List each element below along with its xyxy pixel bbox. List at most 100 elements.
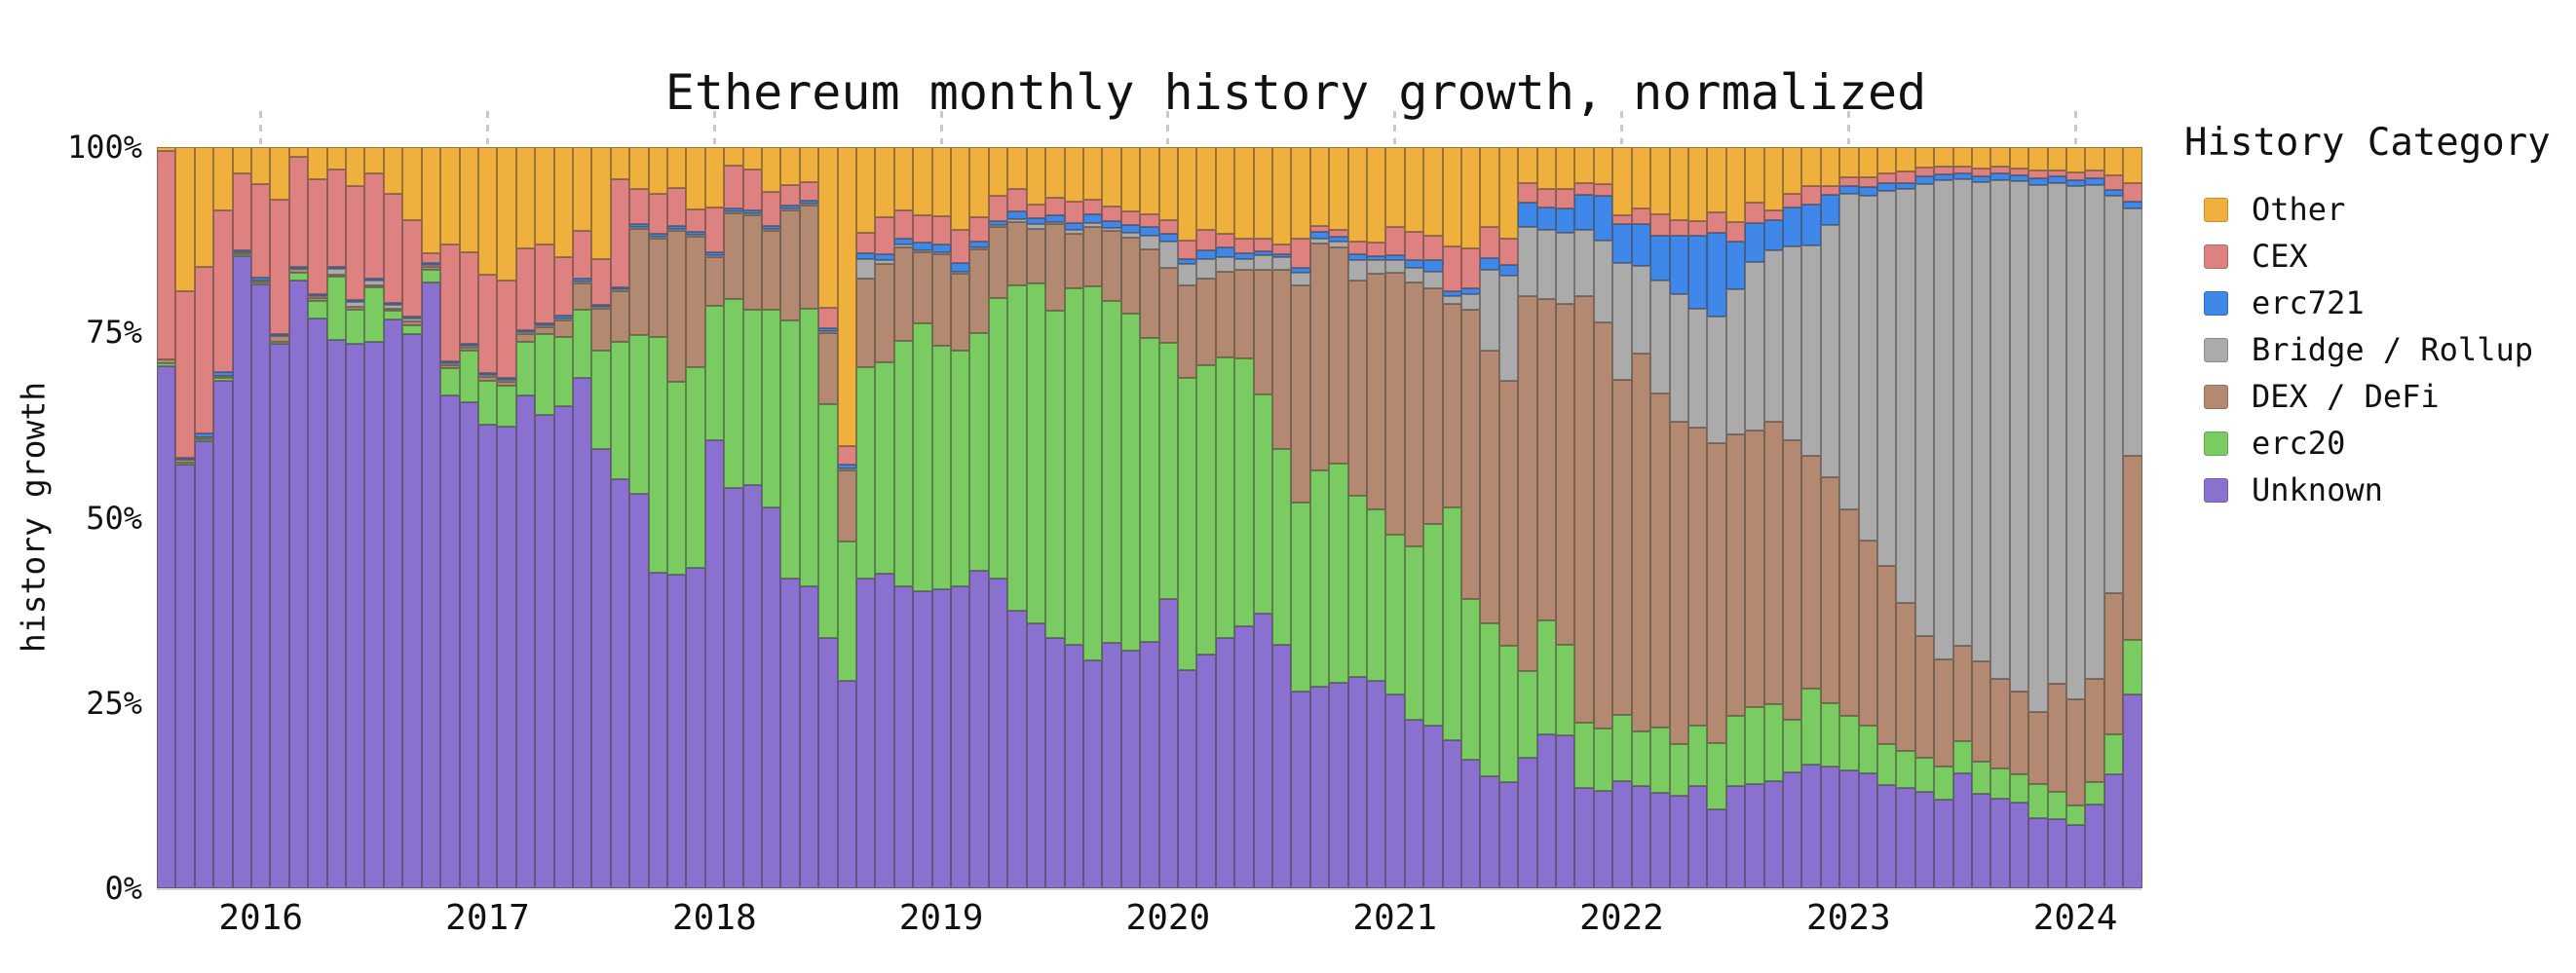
bar-segment-unknown (818, 637, 838, 888)
bar-segment-dex-defi (440, 364, 460, 369)
chart-bar (1896, 147, 1915, 888)
bar-segment-bridge-rollup (1367, 259, 1386, 275)
bar-segment-erc20 (1140, 337, 1159, 642)
chart-bar (364, 147, 384, 888)
bar-segment-cex (1820, 186, 1840, 195)
bar-segment-erc721 (686, 231, 705, 235)
bar-segment-erc20 (988, 298, 1008, 579)
bar-segment-bridge-rollup (402, 318, 422, 322)
bar-segment-other (270, 147, 289, 200)
bar-segment-other (175, 147, 195, 292)
y-tick-label: 25% (86, 684, 142, 722)
bar-segment-other (1650, 147, 1670, 215)
bar-segment-cex (931, 215, 952, 245)
chart-bar (213, 147, 233, 888)
bar-segment-unknown (1687, 785, 1708, 888)
bar-segment-erc721 (535, 322, 554, 325)
bar-segment-other (1820, 147, 1840, 187)
bar-segment-erc20 (402, 324, 422, 335)
bar-segment-erc721 (724, 208, 743, 212)
bar-segment-bridge-rollup (1593, 240, 1613, 323)
chart-bar (421, 147, 441, 888)
chart-bar (308, 146, 327, 888)
bar-segment-dex-defi (1650, 393, 1670, 728)
bar-segment-erc721 (1026, 218, 1046, 225)
bar-segment-bridge-rollup (610, 289, 630, 292)
bar-segment-dex-defi (610, 291, 630, 342)
bar-segment-erc20 (1801, 688, 1821, 765)
legend-item-label: Unknown (2252, 471, 2383, 508)
y-tick-label: 75% (86, 314, 142, 352)
bar-segment-unknown (1669, 795, 1688, 888)
legend-item-label: DEX / DeFi (2252, 378, 2440, 415)
bar-segment-other (1367, 147, 1386, 243)
bar-segment-cex (686, 208, 705, 232)
chart-bar (1972, 147, 1991, 888)
chart-bar (1574, 147, 1594, 888)
bar-segment-cex (1707, 212, 1726, 234)
bar-segment-erc721 (194, 432, 214, 437)
chart-bar (1839, 147, 1859, 888)
bar-segment-cex (308, 178, 327, 295)
chart-bar (1064, 147, 1083, 888)
chart-bar (1367, 147, 1386, 888)
bar-segment-cex (610, 179, 630, 287)
bar-segment-bridge-rollup (1140, 235, 1159, 250)
chart-bar (1801, 147, 1821, 888)
bar-segment-other (1215, 147, 1235, 235)
bar-segment-erc20 (610, 341, 630, 480)
chart-bar (1725, 147, 1746, 888)
bar-segment-unknown (1026, 622, 1046, 888)
bar-segment-bridge-rollup (572, 281, 592, 283)
bar-segment-erc20 (931, 345, 952, 589)
chart-bar (1990, 147, 2010, 888)
bar-segment-other (1140, 147, 1159, 214)
bar-segment-unknown (1140, 641, 1159, 888)
bar-segment-other (2085, 147, 2104, 171)
bar-segment-bridge-rollup (1253, 255, 1272, 270)
chart-bar (1177, 147, 1197, 888)
bar-segment-cex (629, 189, 649, 225)
bar-segment-erc20 (346, 310, 365, 344)
bar-segment-erc721 (1725, 242, 1746, 290)
bar-segment-other (1839, 147, 1859, 178)
bar-segment-cex (724, 166, 743, 209)
bar-segment-cex (1347, 241, 1367, 254)
bar-segment-erc721 (1952, 173, 1972, 179)
bar-segment-other (421, 147, 441, 254)
bar-segment-cex (553, 256, 573, 317)
bar-segment-dex-defi (591, 309, 611, 351)
bar-segment-unknown (515, 394, 536, 888)
bar-segment-erc721 (497, 378, 516, 381)
chart-bar (2085, 147, 2104, 888)
bar-segment-erc721 (591, 305, 611, 308)
chart-bar (1782, 147, 1802, 888)
bar-segment-unknown (497, 427, 516, 888)
bar-segment-erc20 (364, 287, 384, 342)
bar-segment-erc721 (1140, 227, 1159, 236)
bar-segment-other (1972, 147, 1991, 169)
chart-bar (459, 147, 478, 888)
bar-segment-erc721 (459, 344, 478, 347)
bar-segment-cex (421, 253, 441, 264)
bar-segment-dex-defi (818, 333, 838, 405)
chart-bar (837, 147, 857, 888)
bar-segment-other (515, 146, 536, 249)
bar-segment-dex-defi (1442, 304, 1462, 507)
bar-segment-erc20 (1026, 283, 1046, 623)
bar-segment-erc20 (629, 334, 649, 495)
bar-segment-erc721 (2123, 202, 2142, 209)
bar-segment-erc721 (837, 465, 857, 469)
bar-segment-erc721 (326, 267, 347, 270)
bar-segment-dex-defi (2009, 691, 2029, 774)
bar-segment-unknown (1801, 764, 1821, 888)
bar-segment-bridge-rollup (1990, 180, 2010, 680)
chart-bar (535, 147, 554, 888)
bar-segment-bridge-rollup (1763, 249, 1783, 422)
bar-segment-erc20 (837, 542, 857, 682)
bar-segment-other (913, 147, 932, 216)
bar-segment-bridge-rollup (1782, 246, 1802, 440)
bar-segment-other (1442, 147, 1462, 247)
bar-segment-erc721 (2028, 178, 2048, 185)
bar-segment-other (1556, 147, 1575, 189)
